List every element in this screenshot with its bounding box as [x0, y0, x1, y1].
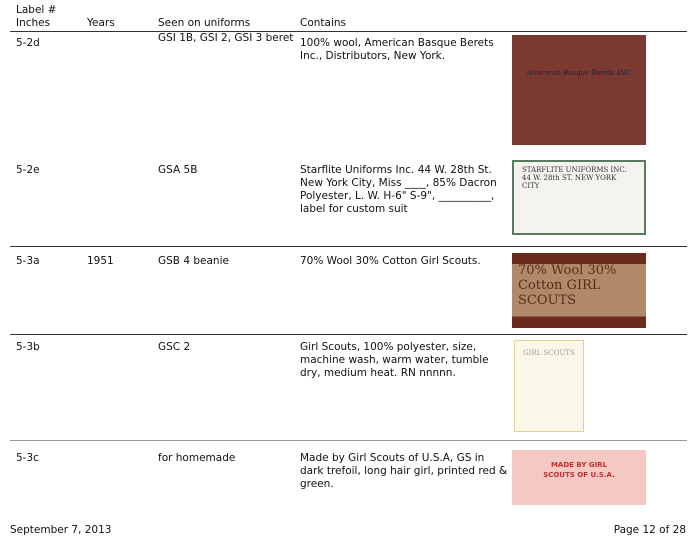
header-contains: Contains — [300, 17, 347, 29]
label-image-american-basque: American Basque Berets INC — [512, 35, 646, 145]
divider — [10, 31, 687, 32]
divider — [10, 334, 687, 335]
header-inches: Inches — [16, 17, 51, 29]
label-image-starflite: STARFLITE UNIFORMS INC. 44 W. 28th ST. N… — [512, 160, 646, 235]
footer-date: September 7, 2013 — [10, 524, 112, 536]
row-contains: Starflite Uniforms Inc. 44 W. 28th St. N… — [300, 164, 497, 215]
row-label: 5-3a — [16, 255, 40, 267]
label-image-made-by-girl-scouts: MADE BY GIRL SCOUTS OF U.S.A. — [512, 450, 646, 505]
row-contains: Made by Girl Scouts of U.S.A, GS in dark… — [300, 452, 508, 490]
row-contains: Girl Scouts, 100% polyester, size, machi… — [300, 341, 489, 379]
row-years: 1951 — [87, 255, 114, 267]
row-label: 5-3b — [16, 341, 40, 353]
header-label: Label # — [16, 4, 57, 16]
row-seen: GSA 5B — [158, 164, 198, 176]
header-seen: Seen on uniforms — [158, 17, 251, 29]
label-image-care: GIRL SCOUTS — [514, 340, 584, 432]
row-seen: GSI 1B, GSI 2, GSI 3 beret — [158, 32, 294, 44]
footer-page-number: Page 12 of 28 — [613, 524, 686, 536]
row-label: 5-2d — [16, 37, 40, 49]
row-label: 5-2e — [16, 164, 40, 176]
row-seen: GSC 2 — [158, 341, 191, 353]
divider — [10, 440, 687, 441]
row-contains: 100% wool, American Basque Berets Inc., … — [300, 37, 494, 62]
row-seen: for homemade — [158, 452, 236, 464]
row-contains: 70% Wool 30% Cotton Girl Scouts. — [300, 255, 481, 267]
row-seen: GSB 4 beanie — [158, 255, 229, 267]
header-years: Years — [87, 17, 115, 29]
label-image-wool-cotton: 70% Wool 30% Cotton GIRL SCOUTS — [512, 253, 646, 328]
row-label: 5-3c — [16, 452, 39, 464]
divider — [10, 246, 687, 247]
